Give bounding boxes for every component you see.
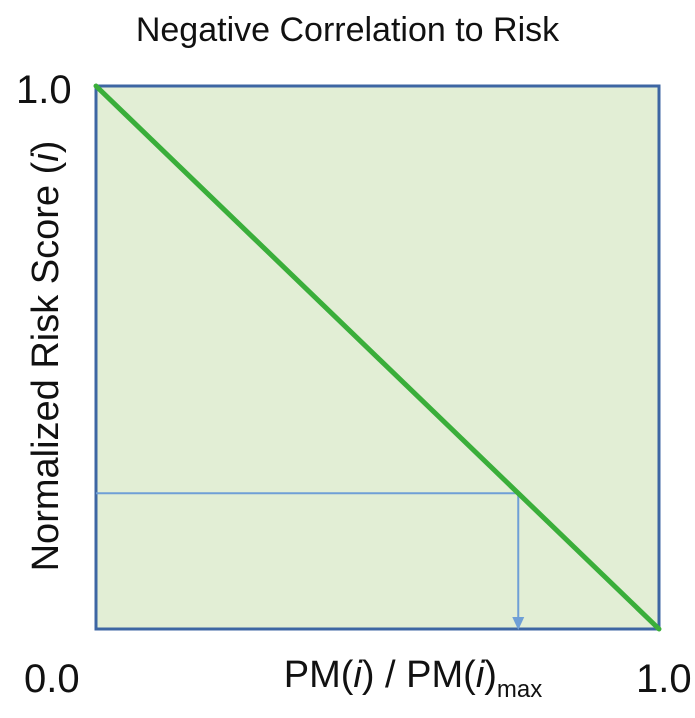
annotation-arrowhead <box>512 617 525 630</box>
y-tick-label-max: 1.0 <box>16 68 72 112</box>
series-line <box>93 83 662 632</box>
x-axis-label-part-2: ) / PM( <box>361 654 476 696</box>
chart-title: Negative Correlation to Risk <box>135 11 560 49</box>
x-axis-label-var-1: i <box>353 654 362 696</box>
x-tick-label-max: 1.0 <box>636 657 692 701</box>
x-tick-label-min: 0.0 <box>24 657 80 701</box>
x-axis-label-subscript: max <box>496 676 543 703</box>
x-axis-label-part-3: ) <box>484 654 497 696</box>
x-axis-label-var-2: i <box>475 654 485 696</box>
x-axis-label-part-1: PM( <box>283 654 354 696</box>
x-axis-label: PM(i) / PM(i)max <box>248 650 578 715</box>
